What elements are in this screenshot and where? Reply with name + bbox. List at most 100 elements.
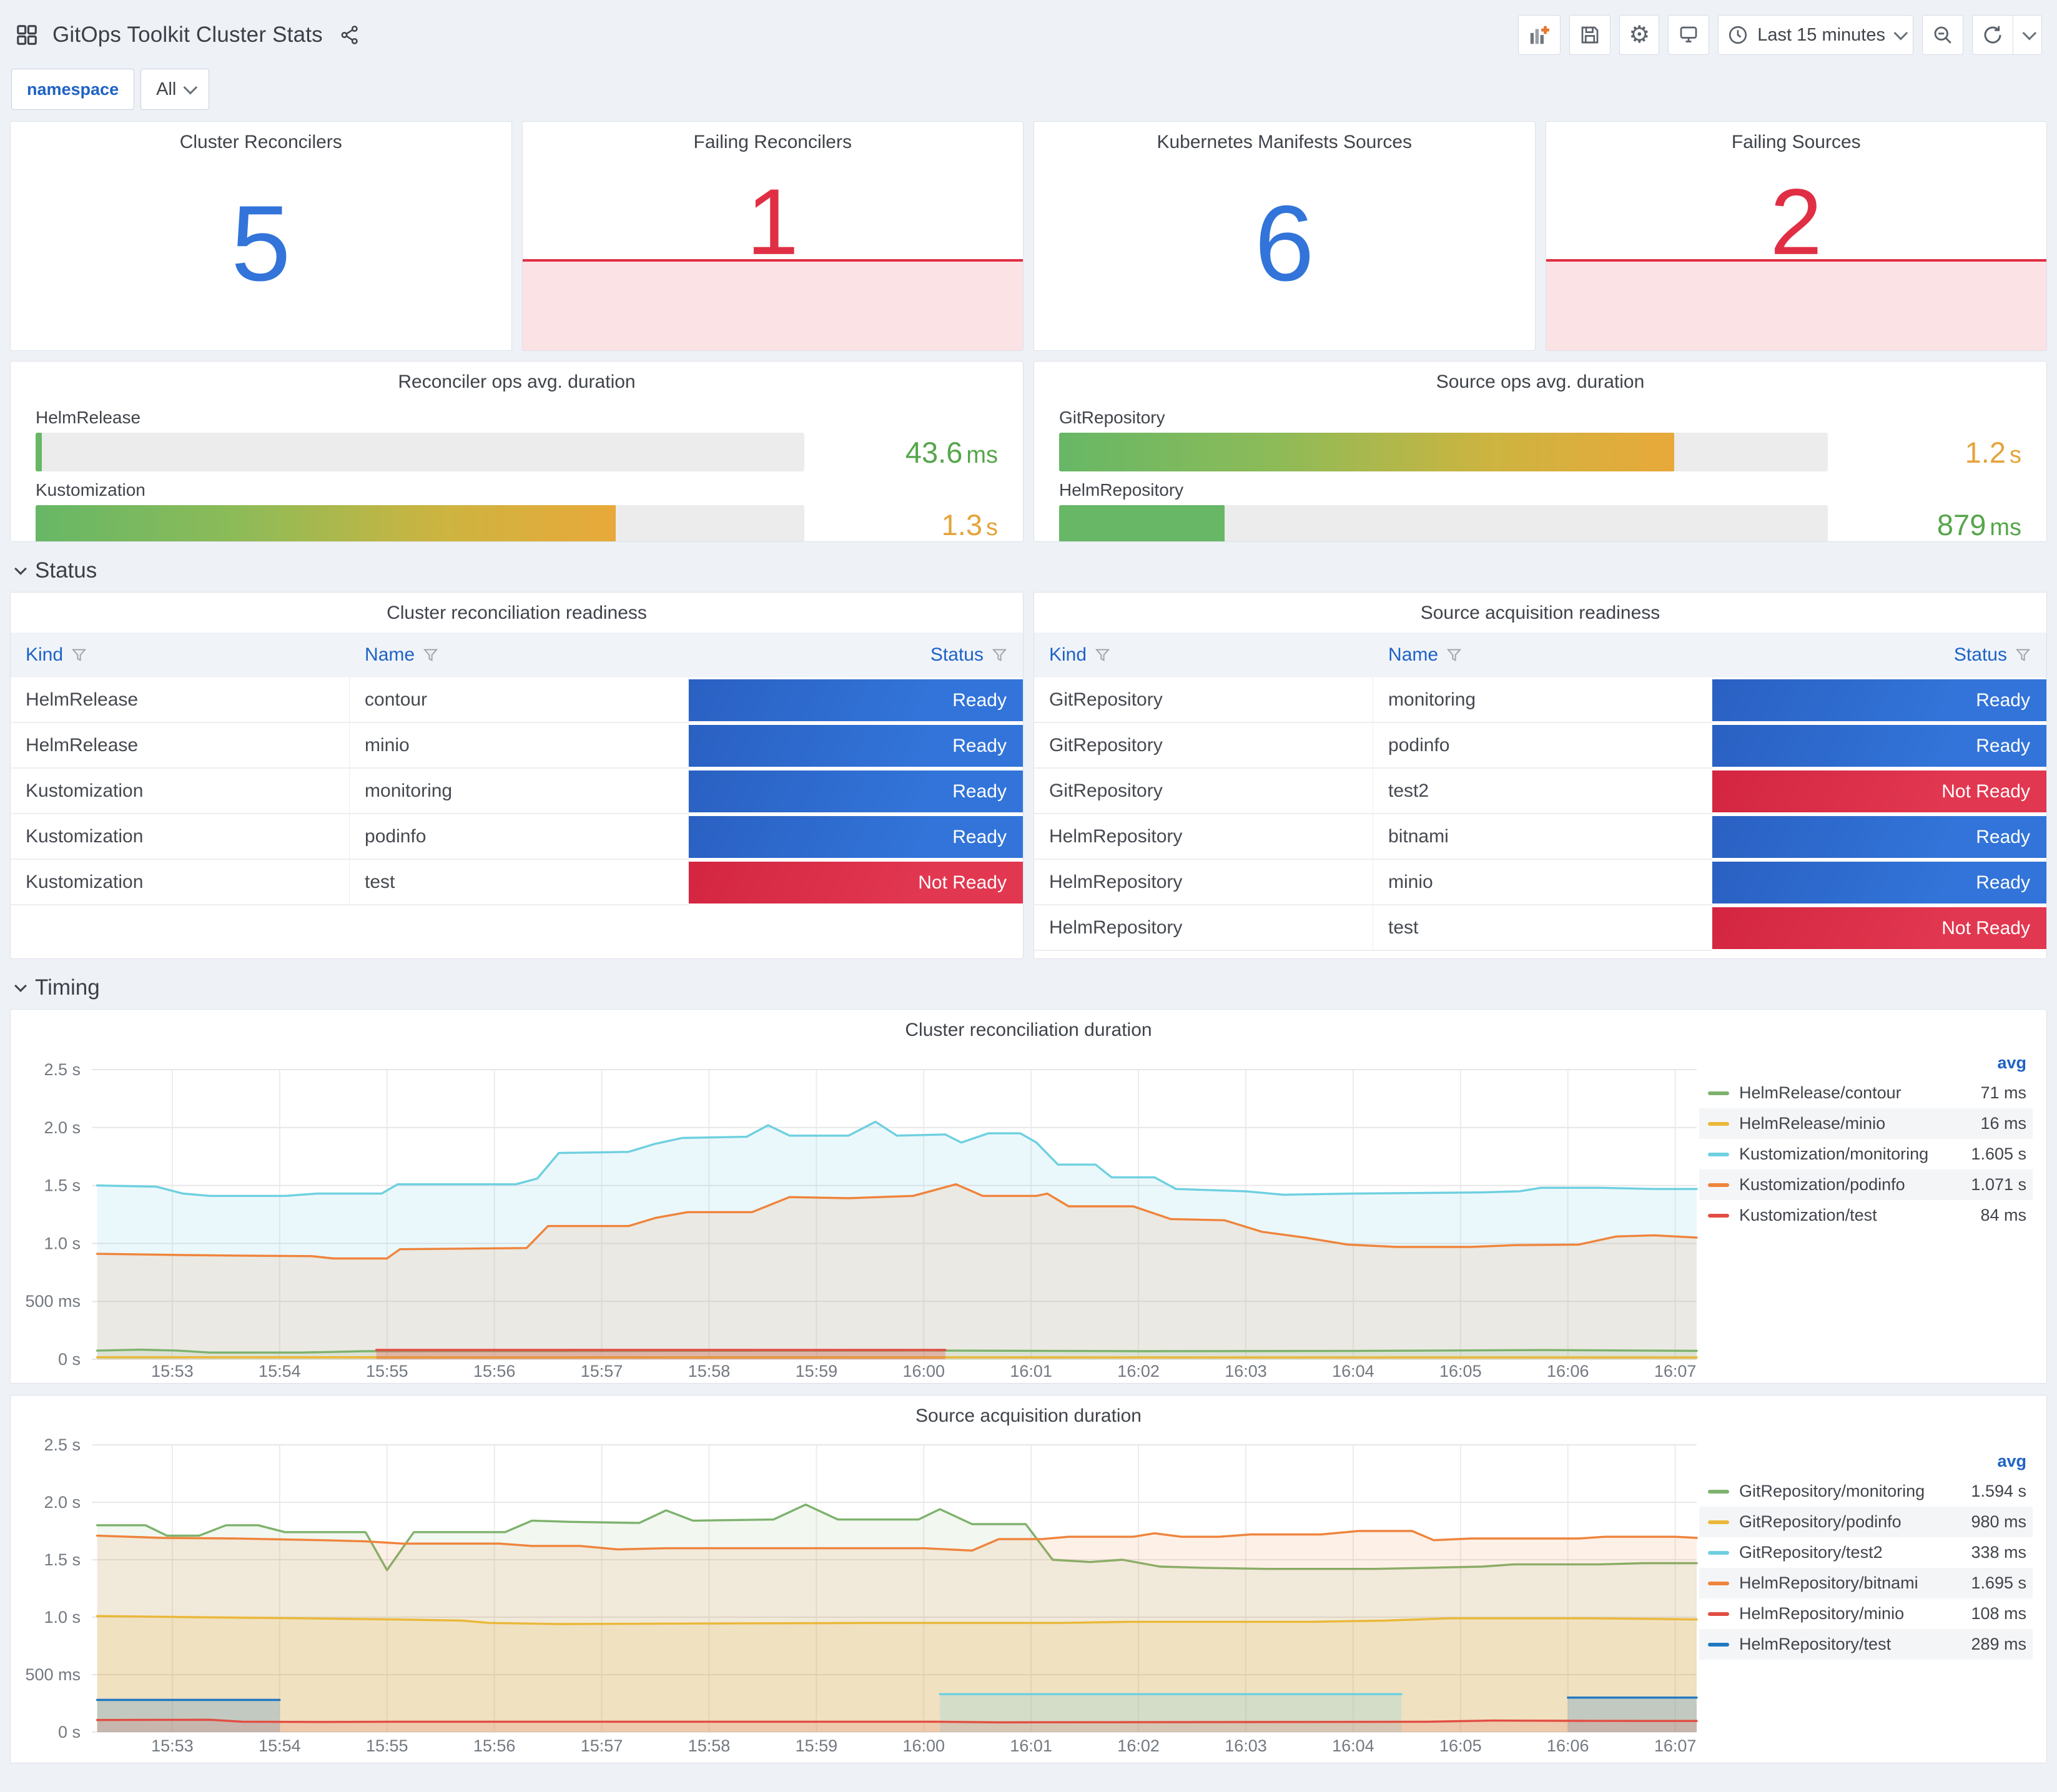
column-header-name[interactable]: Name (350, 644, 689, 666)
status-badge: Ready (689, 679, 1023, 721)
legend-item-HelmRepository/minio[interactable]: HelmRepository/minio 108 ms (1699, 1598, 2033, 1629)
legend-avg-value: 16 ms (1980, 1114, 2026, 1133)
legend-item-HelmRelease/contour[interactable]: HelmRelease/contour 71 ms (1699, 1078, 2033, 1108)
x-axis-tick-label: 16:06 (1547, 1362, 1589, 1381)
chevron-down-icon (2022, 26, 2036, 41)
column-header-label: Status (1953, 644, 2007, 665)
filter-funnel-icon[interactable] (991, 647, 1008, 664)
panel-title[interactable]: Cluster reconciliation duration (905, 1020, 1152, 1040)
page-title: GitOps Toolkit Cluster Stats (52, 22, 323, 47)
legend-item-HelmRepository/bitnami[interactable]: HelmRepository/bitnami 1.695 s (1699, 1568, 2033, 1598)
variables-submenu: namespace All (10, 67, 2047, 111)
variable-namespace-value-dropdown[interactable]: All (141, 69, 210, 110)
gauge-panel-title[interactable]: Source ops avg. duration (1436, 372, 1645, 392)
cell-status: Ready (1712, 677, 2046, 723)
legend-avg-value: 71 ms (1980, 1083, 2026, 1102)
gauge-track (36, 433, 804, 471)
cycle-view-mode-button[interactable] (1668, 15, 1710, 55)
filter-funnel-icon[interactable] (71, 647, 87, 664)
gauge-value: 1.3 s (941, 508, 998, 541)
legend-swatch-icon (1708, 1642, 1729, 1647)
stats-row: Cluster Reconcilers 5 Failing Reconcilers 1… (10, 121, 2047, 351)
series-line-GitRepository/podinfo (96, 1615, 1698, 1625)
column-header-status[interactable]: Status (1712, 644, 2046, 666)
cell-kind: Kustomization (11, 769, 350, 814)
legend-item-HelmRelease/minio[interactable]: HelmRelease/minio 16 ms (1699, 1108, 2033, 1139)
legend-avg-value: 980 ms (1971, 1512, 2026, 1531)
refresh-button-group (1972, 15, 2042, 55)
legend-swatch-icon (1708, 1213, 1729, 1218)
filter-funnel-icon[interactable] (422, 647, 439, 664)
legend-item-GitRepository/podinfo[interactable]: GitRepository/podinfo 980 ms (1699, 1507, 2033, 1537)
timeseries-chart[interactable]: 0 s 500 ms 1.0 s 1.5 s 2.0 s 2.5 s 15:53 15:54 1… (11, 1010, 2046, 1384)
x-axis-tick-label: 15:57 (581, 1736, 623, 1755)
x-axis-tick-label: 16:02 (1117, 1362, 1160, 1381)
variable-namespace-label[interactable]: namespace (11, 69, 135, 110)
x-axis-tick-label: 15:55 (366, 1736, 408, 1755)
panel-title[interactable]: Source acquisition duration (915, 1406, 1142, 1426)
table-row: GitRepository monitoring Ready (1034, 677, 2046, 723)
table-panel-title[interactable]: Cluster reconciliation readiness (387, 603, 647, 623)
readiness-table: Kind Name Status GitRepository monitoring Rea… (1034, 633, 2046, 951)
x-axis-tick-label: 16:04 (1332, 1736, 1374, 1755)
filter-funnel-icon[interactable] (1446, 647, 1463, 664)
series-area-Kustomization/test (376, 1350, 945, 1359)
gauge-panel-title[interactable]: Reconciler ops avg. duration (398, 372, 636, 392)
row-timing-toggle[interactable]: Timing (10, 972, 2047, 1004)
x-axis-tick-label: 16:05 (1439, 1362, 1482, 1381)
cell-kind: HelmRepository (1034, 814, 1374, 860)
legend-item-Kustomization/test[interactable]: Kustomization/test 84 ms (1699, 1200, 2033, 1231)
save-dashboard-button[interactable] (1569, 15, 1611, 55)
row-status-toggle[interactable]: Status (10, 554, 2047, 587)
section-label-status: Status (35, 558, 97, 583)
column-header-kind[interactable]: Kind (1034, 644, 1373, 666)
cell-kind: GitRepository (1034, 677, 1374, 723)
series-area-GitRepository/monitoring (97, 1504, 1697, 1732)
stat-alarm-sparkline (522, 258, 1023, 350)
status-badge: Ready (1712, 725, 2046, 767)
stat-panel-title[interactable]: Cluster Reconcilers (179, 132, 342, 152)
stat-panel-title[interactable]: Failing Sources (1731, 132, 1861, 152)
add-panel-button[interactable] (1518, 15, 1561, 55)
legend-avg-header[interactable]: avg (1997, 1053, 2026, 1072)
time-range-picker[interactable]: Last 15 minutes (1718, 15, 1913, 55)
legend-item-Kustomization/podinfo[interactable]: Kustomization/podinfo 1.071 s (1699, 1169, 2033, 1200)
dashboard-settings-button[interactable]: ⚙ (1619, 15, 1660, 55)
gauge-panel-source-ops-avg-duration: Source ops avg. duration GitRepository 1.2… (1033, 361, 2047, 542)
legend-series-name: Kustomization/monitoring (1739, 1145, 1929, 1163)
timeseries-chart[interactable]: 0 s 500 ms 1.0 s 1.5 s 2.0 s 2.5 s 15:53 15:54 1… (11, 1396, 2046, 1763)
x-axis-tick-label: 16:01 (1010, 1362, 1052, 1381)
column-header-status[interactable]: Status (689, 644, 1023, 666)
stat-panel-title[interactable]: Failing Reconcilers (693, 132, 852, 152)
x-axis-tick-label: 15:53 (151, 1362, 194, 1381)
table-row: Kustomization podinfo Ready (11, 814, 1023, 860)
legend-avg-value: 1.071 s (1971, 1175, 2026, 1194)
section-label-timing: Timing (35, 975, 100, 1000)
legend-item-HelmRepository/test[interactable]: HelmRepository/test 289 ms (1699, 1629, 2033, 1660)
table-panel-title[interactable]: Source acquisition readiness (1420, 603, 1660, 623)
column-header-label: Name (365, 644, 415, 665)
y-axis-tick-label: 0 s (58, 1723, 81, 1741)
column-header-name[interactable]: Name (1373, 644, 1712, 666)
time-range-label: Last 15 minutes (1757, 24, 1885, 45)
column-header-kind[interactable]: Kind (11, 644, 350, 666)
cell-status: Not Ready (1712, 769, 2046, 814)
refresh-dashboard-button[interactable] (1972, 15, 2013, 55)
gauge-row-kustomization: Kustomization 1.3 s (36, 480, 998, 541)
refresh-interval-picker[interactable] (2013, 15, 2042, 55)
series-line-HelmRelease/contour (96, 1348, 1698, 1354)
filter-funnel-icon[interactable] (1094, 647, 1111, 664)
zoom-out-time-button[interactable] (1922, 15, 1963, 55)
cell-kind: GitRepository (1034, 769, 1374, 814)
cell-status: Ready (689, 723, 1023, 769)
legend-avg-header[interactable]: avg (1997, 1452, 2026, 1470)
legend-item-GitRepository/test2[interactable]: GitRepository/test2 338 ms (1699, 1537, 2033, 1568)
legend-item-Kustomization/monitoring[interactable]: Kustomization/monitoring 1.605 s (1699, 1139, 2033, 1169)
stat-panel-title[interactable]: Kubernetes Manifests Sources (1157, 132, 1413, 152)
share-dashboard-icon[interactable] (339, 24, 360, 46)
toolbar: ⚙ Last 15 minutes (1518, 15, 2042, 55)
filter-funnel-icon[interactable] (2015, 647, 2031, 664)
legend-item-GitRepository/monitoring[interactable]: GitRepository/monitoring 1.594 s (1699, 1476, 2033, 1507)
x-axis-tick-label: 15:54 (259, 1736, 301, 1755)
